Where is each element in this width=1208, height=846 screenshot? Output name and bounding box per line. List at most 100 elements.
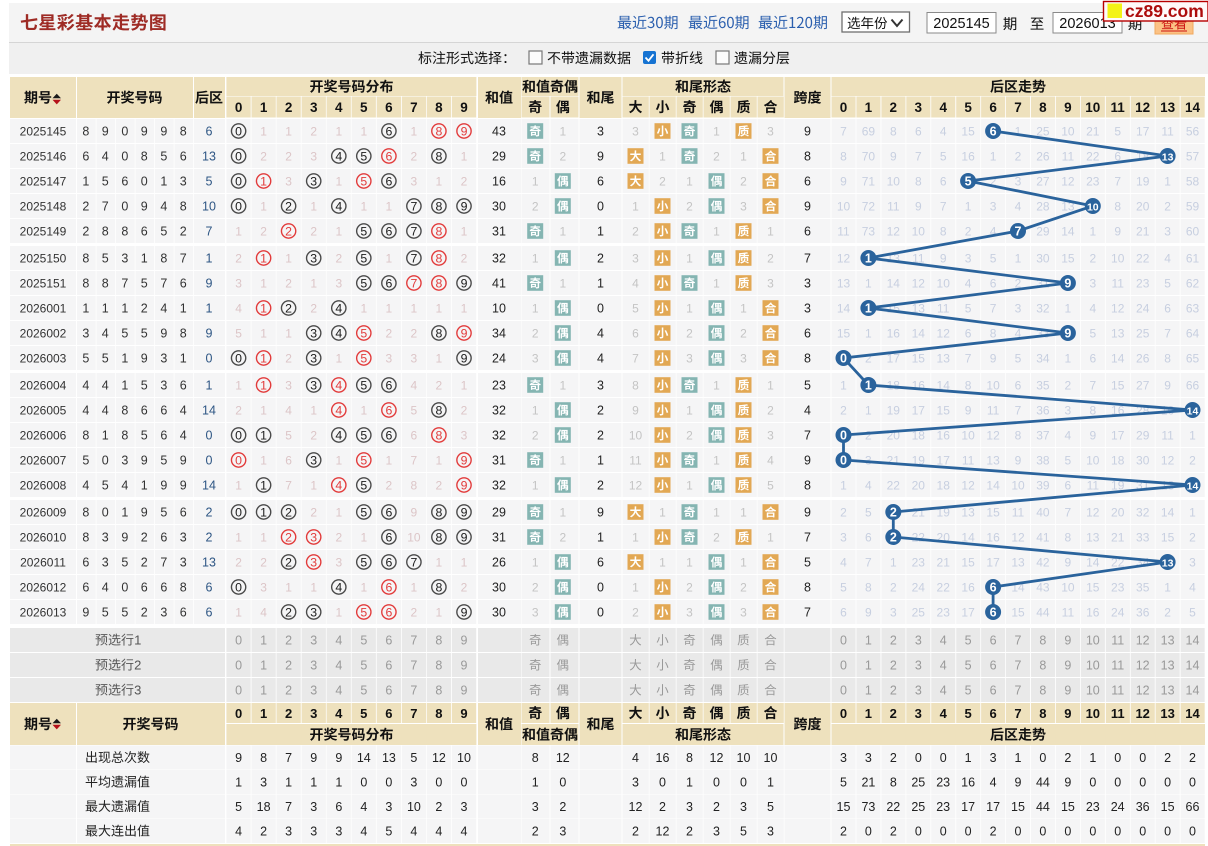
svg-text:7: 7 <box>285 478 292 492</box>
svg-text:16: 16 <box>961 775 975 789</box>
svg-text:1: 1 <box>260 530 267 544</box>
svg-text:7: 7 <box>1065 505 1072 519</box>
svg-text:6: 6 <box>840 605 847 619</box>
svg-text:11: 11 <box>962 453 975 467</box>
svg-text:1: 1 <box>310 199 317 213</box>
svg-text:1: 1 <box>121 351 128 365</box>
svg-text:1: 1 <box>713 224 720 238</box>
svg-text:10: 10 <box>1085 100 1100 115</box>
svg-text:8: 8 <box>102 276 109 290</box>
svg-text:0: 0 <box>1139 775 1146 789</box>
svg-text:9: 9 <box>141 351 148 365</box>
svg-text:10: 10 <box>407 800 421 814</box>
svg-text:7: 7 <box>410 199 417 213</box>
svg-text:1: 1 <box>260 403 267 417</box>
svg-text:2: 2 <box>767 403 774 417</box>
svg-text:0: 0 <box>385 775 392 789</box>
svg-text:0: 0 <box>597 301 604 315</box>
svg-text:14: 14 <box>202 403 216 417</box>
svg-text:2: 2 <box>990 174 997 188</box>
svg-text:6: 6 <box>206 580 213 594</box>
svg-text:8: 8 <box>1039 683 1046 697</box>
svg-text:2: 2 <box>890 633 897 647</box>
svg-text:0: 0 <box>1139 751 1146 765</box>
svg-text:11: 11 <box>837 224 850 238</box>
svg-text:3: 3 <box>915 658 922 672</box>
svg-text:1: 1 <box>686 403 693 417</box>
svg-text:17: 17 <box>986 555 1000 569</box>
svg-text:2: 2 <box>461 403 468 417</box>
svg-text:2026008: 2026008 <box>20 478 67 492</box>
svg-text:15: 15 <box>912 351 926 365</box>
svg-text:11: 11 <box>937 301 950 315</box>
svg-text:30: 30 <box>492 199 506 213</box>
svg-text:1: 1 <box>436 174 443 188</box>
svg-text:10: 10 <box>737 751 751 765</box>
svg-text:13: 13 <box>382 751 396 765</box>
svg-text:6: 6 <box>385 706 392 721</box>
svg-text:5: 5 <box>360 605 367 619</box>
svg-text:1: 1 <box>411 301 418 315</box>
svg-text:5: 5 <box>360 276 367 290</box>
svg-text:2: 2 <box>840 505 847 519</box>
svg-text:10: 10 <box>1086 683 1100 697</box>
svg-text:1: 1 <box>180 351 187 365</box>
svg-text:1: 1 <box>134 632 141 647</box>
svg-text:7: 7 <box>1015 683 1022 697</box>
svg-text:2: 2 <box>260 824 267 838</box>
svg-text:1: 1 <box>260 453 267 467</box>
svg-text:9: 9 <box>160 478 167 492</box>
svg-text:21: 21 <box>1136 224 1150 238</box>
svg-text:25: 25 <box>912 605 926 619</box>
svg-text:1: 1 <box>121 301 128 315</box>
svg-text:8: 8 <box>686 751 693 765</box>
svg-text:7: 7 <box>915 149 922 163</box>
svg-text:73: 73 <box>861 800 875 814</box>
svg-text:15: 15 <box>1011 605 1025 619</box>
svg-text:29: 29 <box>1036 224 1050 238</box>
svg-text:32: 32 <box>492 428 506 442</box>
svg-text:0: 0 <box>940 824 947 838</box>
svg-text:5: 5 <box>965 683 972 697</box>
svg-text:10: 10 <box>1086 633 1100 647</box>
svg-text:29: 29 <box>492 505 506 519</box>
svg-text:32: 32 <box>492 478 506 492</box>
svg-text:2: 2 <box>767 251 774 265</box>
svg-text:6: 6 <box>385 403 392 417</box>
svg-text:6: 6 <box>385 683 392 697</box>
svg-text:3: 3 <box>740 199 747 213</box>
svg-text:11: 11 <box>887 199 900 213</box>
svg-text:10: 10 <box>937 276 951 290</box>
svg-text:43: 43 <box>492 124 506 138</box>
svg-text:9: 9 <box>1064 775 1071 789</box>
svg-text:0: 0 <box>235 351 242 365</box>
svg-text:2: 2 <box>597 478 604 492</box>
svg-text:44: 44 <box>1036 800 1050 814</box>
svg-text:1: 1 <box>713 505 720 519</box>
svg-text:4: 4 <box>335 478 342 492</box>
svg-text:3: 3 <box>285 378 292 392</box>
svg-text:5: 5 <box>160 224 167 238</box>
svg-text:0: 0 <box>206 428 213 442</box>
svg-text:5: 5 <box>1065 453 1072 467</box>
svg-text:9: 9 <box>940 251 947 265</box>
svg-text:1: 1 <box>260 378 267 392</box>
svg-text:4: 4 <box>335 580 342 594</box>
svg-text:16: 16 <box>887 326 901 340</box>
svg-text:1: 1 <box>260 326 267 340</box>
svg-text:17: 17 <box>912 403 926 417</box>
svg-text:8: 8 <box>121 403 128 417</box>
svg-text:4: 4 <box>461 824 468 838</box>
svg-text:9: 9 <box>804 199 811 213</box>
svg-text:15: 15 <box>1061 251 1075 265</box>
svg-text:6: 6 <box>82 149 89 163</box>
svg-text:3: 3 <box>386 351 393 365</box>
svg-text:2: 2 <box>713 530 720 544</box>
svg-text:12: 12 <box>1135 100 1150 115</box>
svg-text:3: 3 <box>767 276 774 290</box>
svg-text:7: 7 <box>160 555 167 569</box>
svg-text:7: 7 <box>410 555 417 569</box>
svg-text:5: 5 <box>360 100 368 115</box>
svg-text:5: 5 <box>767 800 774 814</box>
svg-text:6: 6 <box>385 428 392 442</box>
